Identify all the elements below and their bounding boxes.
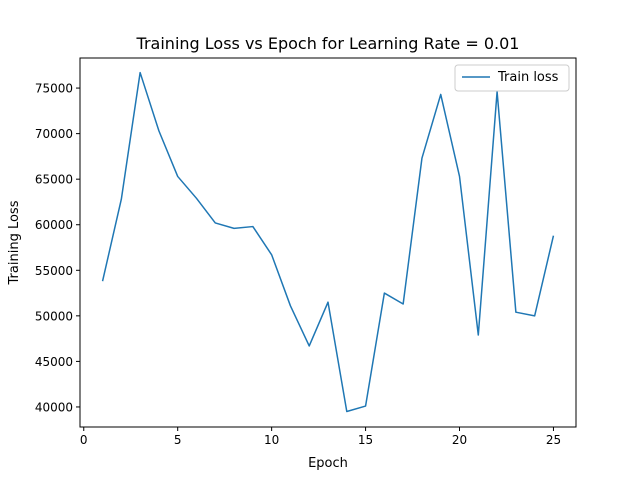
x-tick-label: 25 — [546, 433, 561, 447]
series-line-0 — [101, 71, 555, 413]
y-tick-label: 70000 — [35, 127, 73, 141]
y-tick-label: 55000 — [35, 264, 73, 278]
x-tick-label: 5 — [174, 433, 182, 447]
x-tick-label: 20 — [452, 433, 467, 447]
y-tick-label: 65000 — [35, 173, 73, 187]
chart-title: Training Loss vs Epoch for Learning Rate… — [136, 34, 520, 53]
legend-label-train-loss: Train loss — [497, 70, 559, 85]
legend: Train loss — [454, 64, 570, 92]
y-tick-label: 50000 — [35, 309, 73, 323]
y-tick-label: 75000 — [35, 82, 73, 96]
y-tick-label: 40000 — [35, 400, 73, 414]
y-axis-label: Training Loss — [7, 200, 22, 285]
x-tick-label: 0 — [80, 433, 88, 447]
x-axis: 0 5 10 15 20 25 — [80, 427, 561, 447]
x-tick-label: 10 — [264, 433, 279, 447]
plot-area — [101, 71, 555, 413]
y-tick-label: 60000 — [35, 218, 73, 232]
legend-box — [454, 64, 570, 92]
plot-frame — [79, 57, 577, 428]
x-tick-label: 15 — [358, 433, 373, 447]
y-axis: 40000 45000 50000 55000 60000 65000 70000 75000 — [35, 82, 80, 414]
x-axis-label: Epoch — [308, 456, 348, 471]
y-tick-label: 45000 — [35, 355, 73, 369]
